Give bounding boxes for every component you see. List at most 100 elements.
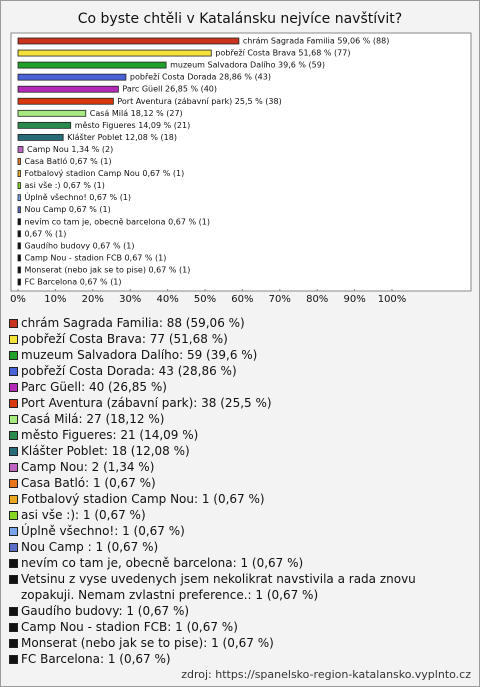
legend-item: Nou Camp : 1 (0,67 %) <box>9 539 471 555</box>
legend-label: Camp Nou - stadion FCB: 1 (0,67 %) <box>21 620 238 634</box>
legend-swatch <box>9 575 18 584</box>
source: zdroj: https://spanelsko-region-katalans… <box>181 668 471 681</box>
legend-label: Úplně všechno!: 1 (0,67 %) <box>21 524 185 538</box>
legend-swatch <box>9 351 18 360</box>
legend-label: Fotbalový stadion Camp Nou: 1 (0,67 %) <box>21 492 265 506</box>
legend-label: Camp Nou: 2 (1,34 %) <box>21 460 155 474</box>
legend-label: nevím co tam je, obecně barcelona: 1 (0,… <box>21 556 304 570</box>
legend-item: Úplně všechno!: 1 (0,67 %) <box>9 523 471 539</box>
bar-label: Úplně všechno! 0,67 % (1) <box>25 191 132 202</box>
legend-label: chrám Sagrada Familia: 88 (59,06 %) <box>21 316 245 330</box>
legend-swatch <box>9 367 18 376</box>
legend-swatch <box>9 463 18 472</box>
legend-swatch <box>9 431 18 440</box>
bar <box>17 146 24 153</box>
bar-label: nevím co tam je, obecně barcelona 0,67 %… <box>25 217 210 226</box>
legend-item: město Figueres: 21 (14,09 %) <box>9 427 471 443</box>
bar-label: město Figueres 14,09 % (21) <box>75 121 191 130</box>
bar-label: Port Aventura (zábavní park) 25,5 % (38) <box>117 97 281 106</box>
bar <box>17 85 119 93</box>
legend-label: Gaudího budovy: 1 (0,67 %) <box>21 604 190 618</box>
legend-swatch <box>9 335 18 344</box>
legend-swatch <box>9 447 18 456</box>
legend-label: Parc Güell: 40 (26,85 %) <box>21 380 167 394</box>
x-tick-label: 30% <box>119 294 141 305</box>
legend-swatch <box>9 383 18 392</box>
legend-item: Camp Nou: 2 (1,34 %) <box>9 459 471 475</box>
bar-label: Casá Milá 18,12 % (27) <box>90 109 183 118</box>
bar-label: pobřeží Costa Dorada 28,86 % (43) <box>130 73 271 82</box>
legend-swatch <box>9 527 18 536</box>
legend-label: pobřeží Costa Brava: 77 (51,68 %) <box>21 332 228 346</box>
legend-item: FC Barcelona: 1 (0,67 %) <box>9 651 471 667</box>
bar-label: Gaudího budovy 0,67 % (1) <box>25 241 135 250</box>
legend-swatch <box>9 479 18 488</box>
legend-label: muzeum Salvadora Dalího: 59 (39,6 %) <box>21 348 258 362</box>
x-tick-label: 90% <box>343 294 365 305</box>
x-tick-label: 40% <box>156 294 178 305</box>
bar-label: chrám Sagrada Familia 59,06 % (88) <box>243 37 389 46</box>
legend-swatch <box>9 623 18 632</box>
legend: chrám Sagrada Familia: 88 (59,06 %) pobře… <box>9 315 471 667</box>
legend-item: muzeum Salvadora Dalího: 59 (39,6 %) <box>9 347 471 363</box>
legend-label: Monserat (nebo jak se to pise): 1 (0,67 … <box>21 636 274 650</box>
bar-label: Parc Güell 26,85 % (40) <box>122 85 217 94</box>
x-tick-label: 10% <box>44 294 66 305</box>
bar <box>17 194 21 202</box>
x-tick-label: 70% <box>269 294 291 305</box>
legend-item: pobřeží Costa Brava: 77 (51,68 %) <box>9 331 471 347</box>
bar <box>17 230 21 238</box>
legend-swatch <box>9 511 18 520</box>
bar-label: pobřeží Costa Brava 51,68 % (77) <box>215 49 350 58</box>
legend-swatch <box>9 543 18 552</box>
legend-label: Nou Camp : 1 (0,67 %) <box>21 540 159 554</box>
legend-item: Klášter Poblet: 18 (12,08 %) <box>9 443 471 459</box>
bar <box>17 133 64 141</box>
bar-label: Nou Camp 0,67 % (1) <box>25 205 111 214</box>
bar <box>17 266 21 274</box>
x-tick-label: 50% <box>194 294 216 305</box>
legend-item: asi vše :): 1 (0,67 %) <box>9 507 471 523</box>
x-tick-label: 20% <box>82 294 104 305</box>
bar <box>17 109 87 117</box>
x-tick-label: 0% <box>10 294 26 305</box>
bar-label: 0,67 % (1) <box>25 229 67 238</box>
bar <box>17 206 21 214</box>
legend-label: Klášter Poblet: 18 (12,08 %) <box>21 444 190 458</box>
chart-title: Co byste chtěli v Katalánsku nejvíce nav… <box>78 11 402 27</box>
legend-item: Gaudího budovy: 1 (0,67 %) <box>9 603 471 619</box>
legend-item: Casá Milá: 27 (18,12 %) <box>9 411 471 427</box>
bar-label: Camp Nou - stadion FCB 0,67 % (1) <box>25 253 167 262</box>
bar <box>17 218 21 226</box>
legend-swatch <box>9 639 18 648</box>
bar <box>17 254 21 262</box>
legend-item: Monserat (nebo jak se to pise): 1 (0,67 … <box>9 635 471 651</box>
legend-swatch <box>9 399 18 408</box>
legend-label: pobřeží Costa Dorada: 43 (28,86 %) <box>21 364 237 378</box>
legend-label: Casá Milá: 27 (18,12 %) <box>21 412 165 426</box>
legend-item: Port Aventura (zábavní park): 38 (25,5 %… <box>9 395 471 411</box>
legend-swatch <box>9 415 18 424</box>
chart: Co byste chtěli v Katalánsku nejvíce nav… <box>10 11 472 305</box>
x-tick-label: 100% <box>378 294 407 305</box>
bar <box>17 170 21 177</box>
legend-item: Parc Güell: 40 (26,85 %) <box>9 379 471 395</box>
legend-swatch <box>9 655 18 664</box>
legend-swatch <box>9 495 18 504</box>
legend-item: Casa Batló: 1 (0,67 %) <box>9 475 471 491</box>
bar-label: muzeum Salvadora Dalího 39,6 % (59) <box>170 61 325 70</box>
legend-label: Casa Batló: 1 (0,67 %) <box>21 476 156 490</box>
bar-label: Monserat (nebo jak se to pise) 0,67 % (1… <box>25 265 191 274</box>
bar-label: Camp Nou 1,34 % (2) <box>27 145 113 154</box>
legend-item: pobřeží Costa Dorada: 43 (28,86 %) <box>9 363 471 379</box>
bar-label: asi vše :) 0,67 % (1) <box>25 180 105 190</box>
bar <box>17 61 167 69</box>
bar <box>17 242 21 250</box>
bar <box>17 73 127 81</box>
legend-label: Port Aventura (zábavní park): 38 (25,5 %… <box>21 396 272 410</box>
legend-swatch <box>9 559 18 568</box>
bar-label: Klášter Poblet 12,08 % (18) <box>67 132 177 142</box>
legend-swatch <box>9 319 18 328</box>
bar-label: FC Barcelona 0,67 % (1) <box>25 278 122 287</box>
legend-label: Vetsinu z vyse uvedenych jsem nekolikrat… <box>21 572 416 602</box>
